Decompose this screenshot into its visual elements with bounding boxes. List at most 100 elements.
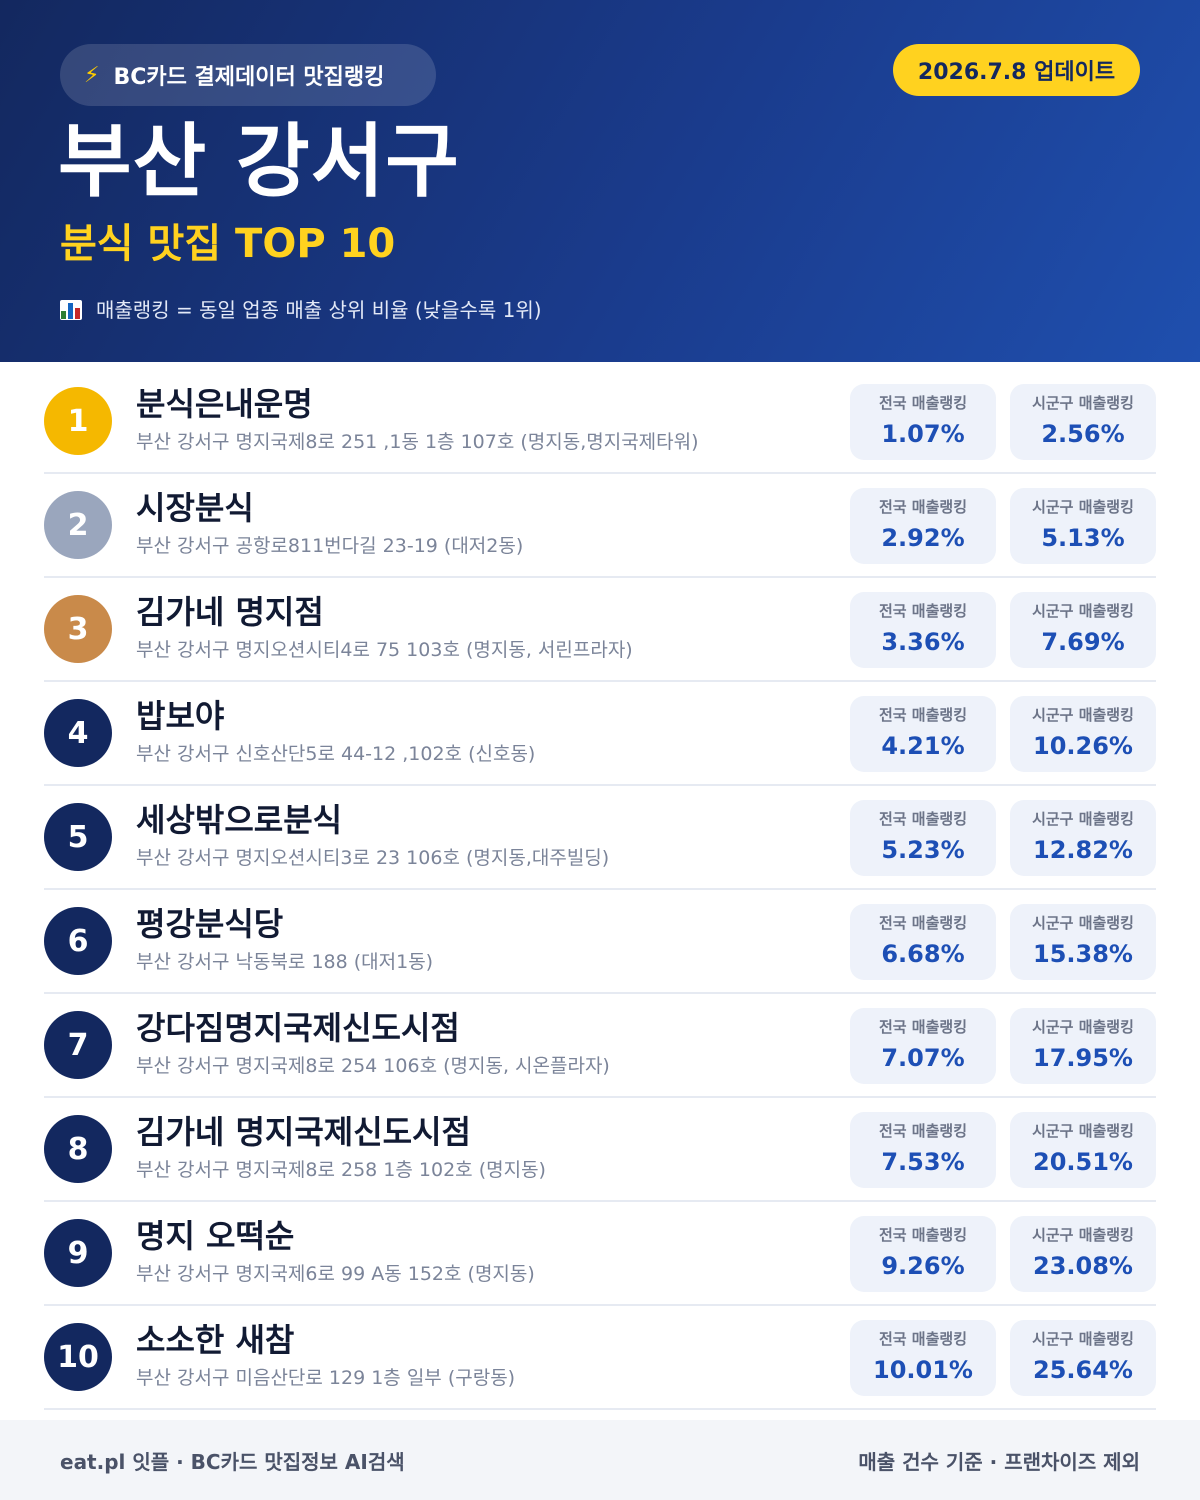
local-ranking-box: 시군구 매출랭킹 2.56% bbox=[1010, 384, 1156, 460]
national-ranking-value: 1.07% bbox=[881, 420, 965, 448]
local-ranking-value: 12.82% bbox=[1033, 836, 1133, 864]
local-ranking-box: 시군구 매출랭킹 7.69% bbox=[1010, 592, 1156, 668]
rank-badge: 9 bbox=[44, 1219, 112, 1287]
national-ranking-box: 전국 매출랭킹 4.21% bbox=[850, 696, 996, 772]
list-item[interactable]: 4 밥보야 부산 강서구 신호산단5로 44-12 ,102호 (신호동) 전국 매출… bbox=[44, 682, 1156, 786]
local-ranking-label: 시군구 매출랭킹 bbox=[1032, 602, 1134, 620]
rank-badge: 8 bbox=[44, 1115, 112, 1183]
rank-badge: 5 bbox=[44, 803, 112, 871]
national-ranking-value: 4.21% bbox=[881, 732, 965, 760]
restaurant-address: 부산 강서구 명지국제8로 254 106호 (명지동, 시온플라자) bbox=[136, 1055, 610, 1077]
local-ranking-box: 시군구 매출랭킹 25.64% bbox=[1010, 1320, 1156, 1396]
local-ranking-label: 시군구 매출랭킹 bbox=[1032, 706, 1134, 724]
local-ranking-value: 23.08% bbox=[1033, 1252, 1133, 1280]
local-ranking-box: 시군구 매출랭킹 12.82% bbox=[1010, 800, 1156, 876]
national-ranking-label: 전국 매출랭킹 bbox=[878, 394, 968, 412]
restaurant-address: 부산 강서구 명지오션시티4로 75 103호 (명지동, 서린프라자) bbox=[136, 639, 633, 661]
local-ranking-label: 시군구 매출랭킹 bbox=[1032, 394, 1134, 412]
restaurant-name: 세상밖으로분식 bbox=[136, 801, 343, 839]
footer-criteria: 매출 건수 기준 · 프랜차이즈 제외 bbox=[858, 1449, 1140, 1474]
local-ranking-value: 17.95% bbox=[1033, 1044, 1133, 1072]
national-ranking-value: 7.07% bbox=[881, 1044, 965, 1072]
local-ranking-box: 시군구 매출랭킹 23.08% bbox=[1010, 1216, 1156, 1292]
national-ranking-label: 전국 매출랭킹 bbox=[878, 706, 968, 724]
bar-chart-icon bbox=[60, 300, 82, 320]
local-ranking-box: 시군구 매출랭킹 20.51% bbox=[1010, 1112, 1156, 1188]
national-ranking-label: 전국 매출랭킹 bbox=[878, 1122, 968, 1140]
rank-badge: 10 bbox=[44, 1323, 112, 1391]
ranking-note-text: 매출랭킹 = 동일 업종 매출 상위 비율 (낮을수록 1위) bbox=[96, 298, 542, 322]
restaurant-name: 시장분식 bbox=[136, 489, 254, 527]
restaurant-name: 김가네 명지점 bbox=[136, 593, 324, 631]
local-ranking-label: 시군구 매출랭킹 bbox=[1032, 810, 1134, 828]
local-ranking-value: 7.69% bbox=[1041, 628, 1125, 656]
list-item[interactable]: 6 평강분식당 부산 강서구 낙동북로 188 (대저1동) 전국 매출랭킹 6.68%… bbox=[44, 890, 1156, 994]
national-ranking-label: 전국 매출랭킹 bbox=[878, 1018, 968, 1036]
local-ranking-box: 시군구 매출랭킹 15.38% bbox=[1010, 904, 1156, 980]
national-ranking-box: 전국 매출랭킹 9.26% bbox=[850, 1216, 996, 1292]
list-item[interactable]: 10 소소한 새참 부산 강서구 미음산단로 129 1층 일부 (구랑동) 전국 매… bbox=[44, 1306, 1156, 1410]
national-ranking-box: 전국 매출랭킹 7.53% bbox=[850, 1112, 996, 1188]
local-ranking-value: 15.38% bbox=[1033, 940, 1133, 968]
national-ranking-box: 전국 매출랭킹 3.36% bbox=[850, 592, 996, 668]
source-badge-text: BC카드 결제데이터 맛집랭킹 bbox=[113, 65, 385, 90]
update-badge: 2026.7.8 업데이트 bbox=[893, 44, 1140, 96]
restaurant-name: 강다짐명지국제신도시점 bbox=[136, 1009, 460, 1047]
local-ranking-label: 시군구 매출랭킹 bbox=[1032, 1226, 1134, 1244]
footer-source: eat.pl 잇플 · BC카드 맛집정보 AI검색 bbox=[60, 1449, 405, 1474]
rank-badge: 1 bbox=[44, 387, 112, 455]
restaurant-address: 부산 강서구 신호산단5로 44-12 ,102호 (신호동) bbox=[136, 743, 536, 765]
rank-badge: 2 bbox=[44, 491, 112, 559]
local-ranking-box: 시군구 매출랭킹 17.95% bbox=[1010, 1008, 1156, 1084]
local-ranking-label: 시군구 매출랭킹 bbox=[1032, 498, 1134, 516]
national-ranking-label: 전국 매출랭킹 bbox=[878, 498, 968, 516]
ranking-note: 매출랭킹 = 동일 업종 매출 상위 비율 (낮을수록 1위) bbox=[60, 294, 542, 326]
national-ranking-box: 전국 매출랭킹 5.23% bbox=[850, 800, 996, 876]
local-ranking-box: 시군구 매출랭킹 10.26% bbox=[1010, 696, 1156, 772]
restaurant-address: 부산 강서구 명지국제8로 258 1층 102호 (명지동) bbox=[136, 1159, 546, 1181]
rank-badge: 7 bbox=[44, 1011, 112, 1079]
national-ranking-box: 전국 매출랭킹 7.07% bbox=[850, 1008, 996, 1084]
local-ranking-value: 10.26% bbox=[1033, 732, 1133, 760]
national-ranking-label: 전국 매출랭킹 bbox=[878, 602, 968, 620]
national-ranking-box: 전국 매출랭킹 10.01% bbox=[850, 1320, 996, 1396]
national-ranking-value: 9.26% bbox=[881, 1252, 965, 1280]
national-ranking-value: 7.53% bbox=[881, 1148, 965, 1176]
restaurant-name: 분식은내운명 bbox=[136, 385, 313, 423]
lightning-icon: ⚡ bbox=[84, 62, 100, 88]
restaurant-address: 부산 강서구 공항로811번다길 23-19 (대저2동) bbox=[136, 535, 524, 557]
restaurant-name: 명지 오떡순 bbox=[136, 1217, 295, 1255]
local-ranking-label: 시군구 매출랭킹 bbox=[1032, 914, 1134, 932]
national-ranking-value: 3.36% bbox=[881, 628, 965, 656]
page-title: 부산 강서구 bbox=[58, 115, 460, 208]
local-ranking-value: 25.64% bbox=[1033, 1356, 1133, 1384]
rank-badge: 3 bbox=[44, 595, 112, 663]
national-ranking-value: 10.01% bbox=[873, 1356, 973, 1384]
restaurant-address: 부산 강서구 미음산단로 129 1층 일부 (구랑동) bbox=[136, 1367, 516, 1389]
restaurant-address: 부산 강서구 명지국제8로 251 ,1동 1층 107호 (명지동,명지국제타… bbox=[136, 431, 699, 453]
restaurant-address: 부산 강서구 명지오션시티3로 23 106호 (명지동,대주빌딩) bbox=[136, 847, 610, 869]
national-ranking-label: 전국 매출랭킹 bbox=[878, 810, 968, 828]
national-ranking-label: 전국 매출랭킹 bbox=[878, 1330, 968, 1348]
restaurant-address: 부산 강서구 낙동북로 188 (대저1동) bbox=[136, 951, 434, 973]
national-ranking-value: 6.68% bbox=[881, 940, 965, 968]
local-ranking-label: 시군구 매출랭킹 bbox=[1032, 1122, 1134, 1140]
restaurant-name: 밥보야 bbox=[136, 697, 225, 735]
national-ranking-box: 전국 매출랭킹 6.68% bbox=[850, 904, 996, 980]
national-ranking-value: 2.92% bbox=[881, 524, 965, 552]
local-ranking-value: 5.13% bbox=[1041, 524, 1125, 552]
national-ranking-value: 5.23% bbox=[881, 836, 965, 864]
source-badge: ⚡ BC카드 결제데이터 맛집랭킹 bbox=[60, 44, 436, 106]
local-ranking-box: 시군구 매출랭킹 5.13% bbox=[1010, 488, 1156, 564]
national-ranking-label: 전국 매출랭킹 bbox=[878, 914, 968, 932]
restaurant-address: 부산 강서구 명지국제6로 99 A동 152호 (명지동) bbox=[136, 1263, 535, 1285]
restaurant-name: 김가네 명지국제신도시점 bbox=[136, 1113, 471, 1151]
